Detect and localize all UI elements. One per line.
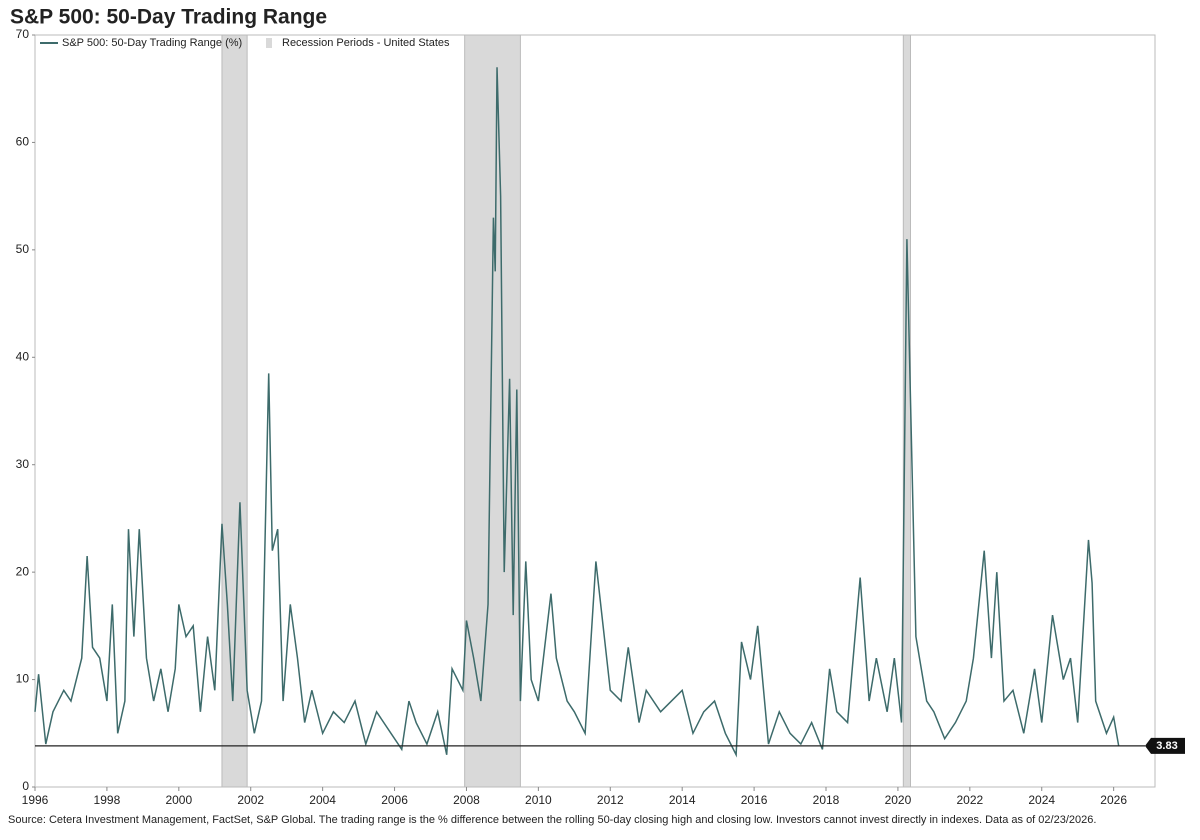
y-tick-label: 60 xyxy=(16,135,30,149)
legend-label: Recession Periods - United States xyxy=(282,37,450,49)
last-value-badge xyxy=(1145,737,1185,754)
x-tick-label: 2000 xyxy=(165,793,192,807)
y-tick-label: 70 xyxy=(16,27,30,41)
y-tick-label: 40 xyxy=(16,349,30,363)
x-tick-label: 2004 xyxy=(309,793,336,807)
x-tick-label: 1996 xyxy=(22,793,49,807)
y-tick-label: 30 xyxy=(16,457,30,471)
x-tick-label: 2002 xyxy=(237,793,264,807)
x-tick-label: 2012 xyxy=(597,793,624,807)
x-tick-label: 2016 xyxy=(741,793,768,807)
plot-frame xyxy=(34,34,1156,788)
x-tick-label: 2022 xyxy=(956,793,983,807)
y-tick-label: 10 xyxy=(16,672,30,686)
legend-label: S&P 500: 50-Day Trading Range (%) xyxy=(62,37,242,49)
recession-band xyxy=(464,34,521,788)
data-line xyxy=(34,67,1120,758)
x-tick-label: 1998 xyxy=(94,793,121,807)
source-note: Source: Cetera Investment Management, Fa… xyxy=(8,814,1096,826)
legend-swatch xyxy=(266,38,272,48)
x-tick-label: 2024 xyxy=(1028,793,1055,807)
x-tick-label: 2026 xyxy=(1100,793,1127,807)
x-tick-label: 2020 xyxy=(885,793,912,807)
recession-band xyxy=(221,34,248,788)
x-tick-label: 2014 xyxy=(669,793,696,807)
chart-title: S&P 500: 50-Day Trading Range xyxy=(10,6,327,29)
y-tick-label: 0 xyxy=(22,779,29,793)
last-value-label: 3.83 xyxy=(1156,740,1177,752)
x-tick-label: 2006 xyxy=(381,793,408,807)
y-tick-label: 20 xyxy=(16,564,30,578)
x-tick-label: 2008 xyxy=(453,793,480,807)
y-tick-label: 50 xyxy=(16,242,30,256)
x-tick-label: 2010 xyxy=(525,793,552,807)
x-tick-label: 2018 xyxy=(813,793,840,807)
